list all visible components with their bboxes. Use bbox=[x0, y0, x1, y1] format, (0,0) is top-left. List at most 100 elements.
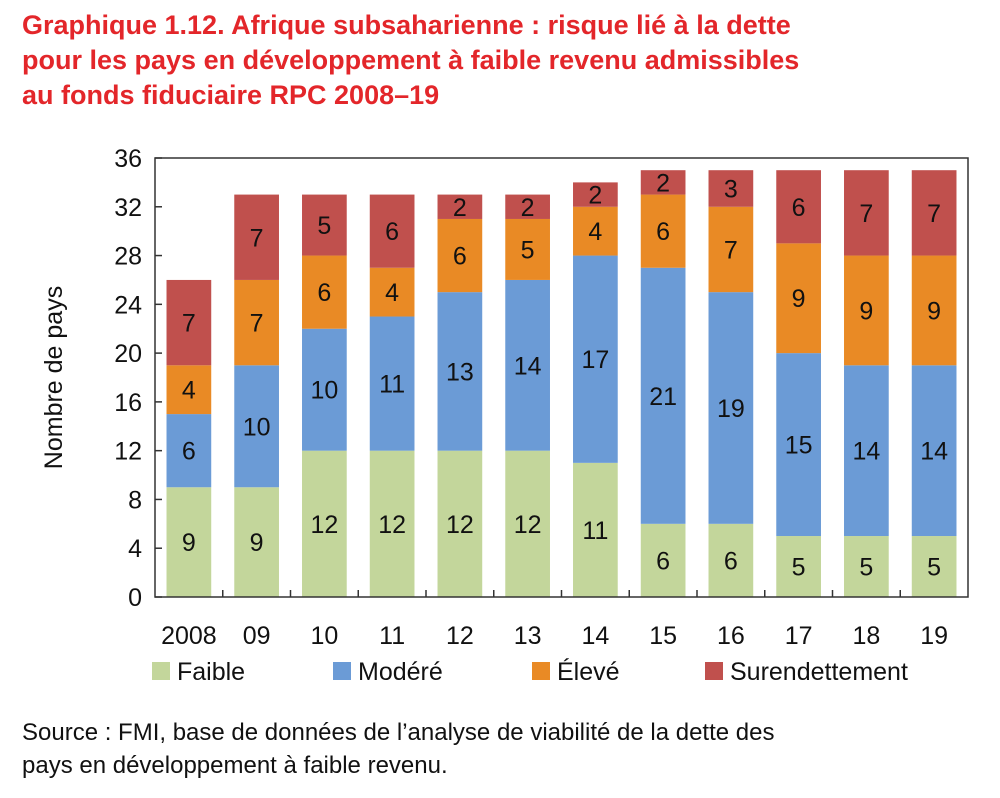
data-label: 6 bbox=[724, 547, 738, 575]
data-label: 4 bbox=[385, 279, 399, 307]
bar-segment-faible-19 bbox=[911, 536, 957, 597]
bar-segment-surendettement-13 bbox=[505, 194, 550, 219]
data-label: 6 bbox=[656, 547, 670, 575]
bar-segment-faible-2008 bbox=[166, 487, 212, 597]
data-label: 14 bbox=[514, 352, 542, 380]
data-label: 9 bbox=[250, 529, 264, 557]
bar-segment-faible-09 bbox=[234, 487, 279, 597]
y-tick-label: 32 bbox=[114, 194, 142, 222]
y-tick-label: 28 bbox=[114, 243, 142, 271]
legend-label-surendettement: Surendettement bbox=[730, 658, 908, 686]
bar-segment-modéré-18 bbox=[844, 365, 889, 537]
legend-label-faible: Faible bbox=[177, 658, 245, 686]
legend-swatch-surendettement bbox=[705, 662, 723, 680]
data-label: 2 bbox=[656, 169, 670, 197]
bar-segment-faible-12 bbox=[437, 450, 483, 597]
data-label: 12 bbox=[378, 511, 406, 539]
y-axis-label: Nombre de pays bbox=[40, 286, 68, 469]
data-label: 10 bbox=[310, 377, 338, 405]
bar-segment-surendettement-2008 bbox=[166, 279, 212, 366]
bars-group: 9647910771210651211461213621214521117426… bbox=[166, 169, 957, 597]
bar-segment-élevé-09 bbox=[234, 279, 279, 366]
data-label: 14 bbox=[852, 438, 880, 466]
bar-segment-surendettement-17 bbox=[776, 170, 821, 244]
bar-segment-modéré-13 bbox=[505, 279, 550, 451]
bar-segment-faible-10 bbox=[302, 450, 347, 597]
stacked-bar-chart: 9647910771210651211461213621214521117426… bbox=[40, 145, 969, 686]
data-label: 14 bbox=[920, 438, 948, 466]
data-label: 6 bbox=[317, 279, 331, 307]
bar-segment-élevé-14 bbox=[573, 206, 618, 256]
data-label: 9 bbox=[859, 297, 873, 325]
x-tick-label: 18 bbox=[852, 622, 880, 650]
source-line-2: pays en développement à faible revenu. bbox=[22, 752, 448, 779]
y-tick-label: 0 bbox=[128, 584, 142, 612]
data-label: 7 bbox=[250, 224, 264, 252]
data-label: 21 bbox=[649, 383, 677, 411]
bar-segment-élevé-16 bbox=[708, 206, 754, 293]
source-note: Source : FMI, base de données de l’analy… bbox=[22, 716, 992, 782]
bar-segment-faible-16 bbox=[708, 523, 754, 597]
bar-segment-faible-17 bbox=[776, 536, 821, 597]
bar-segment-modéré-17 bbox=[776, 353, 821, 537]
data-label: 7 bbox=[859, 200, 873, 228]
x-tick-label: 16 bbox=[717, 622, 745, 650]
x-tick-label: 09 bbox=[243, 622, 271, 650]
x-tick-label: 13 bbox=[514, 622, 542, 650]
data-label: 6 bbox=[182, 438, 196, 466]
y-tick-label: 20 bbox=[114, 340, 142, 368]
bar-segment-élevé-17 bbox=[776, 243, 821, 354]
bar-segment-élevé-11 bbox=[369, 267, 415, 317]
data-label: 19 bbox=[717, 395, 745, 423]
data-label: 12 bbox=[310, 511, 338, 539]
y-tick-label: 36 bbox=[114, 145, 142, 173]
data-label: 4 bbox=[182, 377, 196, 405]
bar-segment-modéré-19 bbox=[911, 365, 957, 537]
bar-segment-élevé-12 bbox=[437, 218, 483, 293]
data-label: 2 bbox=[588, 182, 602, 210]
bar-segment-modéré-12 bbox=[437, 292, 483, 451]
y-tick-label: 12 bbox=[114, 438, 142, 466]
legend-label-modéré: Modéré bbox=[358, 658, 443, 686]
data-label: 2 bbox=[453, 194, 467, 222]
chart-title-line-3: au fonds fiduciaire RPC 2008–19 bbox=[22, 80, 440, 110]
bar-segment-élevé-2008 bbox=[166, 365, 212, 415]
y-tick-label: 4 bbox=[128, 535, 142, 563]
x-tick-label: 11 bbox=[379, 622, 405, 650]
bar-segment-surendettement-11 bbox=[369, 194, 415, 268]
data-label: 12 bbox=[514, 511, 542, 539]
data-label: 3 bbox=[724, 175, 738, 203]
data-label: 17 bbox=[581, 346, 609, 374]
bar-segment-faible-11 bbox=[369, 450, 415, 597]
bar-segment-modéré-15 bbox=[640, 267, 686, 524]
y-tick-label: 24 bbox=[114, 291, 142, 319]
data-label: 6 bbox=[792, 194, 806, 222]
legend-swatch-élevé bbox=[532, 662, 550, 680]
bar-segment-modéré-09 bbox=[234, 365, 279, 488]
data-label: 2 bbox=[521, 194, 535, 222]
x-tick-label: 14 bbox=[581, 622, 609, 650]
data-label: 7 bbox=[927, 200, 941, 228]
x-tick-label: 2008 bbox=[161, 622, 217, 650]
data-label: 6 bbox=[385, 218, 399, 246]
bar-segment-modéré-11 bbox=[369, 316, 415, 451]
data-label: 9 bbox=[927, 297, 941, 325]
bar-segment-faible-14 bbox=[573, 462, 618, 597]
chart-title: Graphique 1.12. Afrique subsaharienne : … bbox=[22, 8, 982, 113]
bar-segment-surendettement-14 bbox=[573, 182, 618, 207]
bar-segment-modéré-14 bbox=[573, 255, 618, 463]
bar-segment-modéré-16 bbox=[708, 292, 754, 524]
y-tick-label: 8 bbox=[128, 486, 142, 514]
bar-segment-élevé-18 bbox=[844, 255, 889, 366]
data-label: 5 bbox=[859, 554, 873, 582]
data-label: 7 bbox=[250, 310, 264, 338]
data-label: 6 bbox=[656, 218, 670, 246]
x-tick-label: 10 bbox=[310, 622, 338, 650]
source-line-1: Source : FMI, base de données de l’analy… bbox=[22, 719, 775, 746]
bar-segment-faible-13 bbox=[505, 450, 550, 597]
bar-segment-surendettement-19 bbox=[911, 170, 957, 256]
data-label: 12 bbox=[446, 511, 474, 539]
data-label: 5 bbox=[317, 212, 331, 240]
data-label: 4 bbox=[588, 218, 602, 246]
